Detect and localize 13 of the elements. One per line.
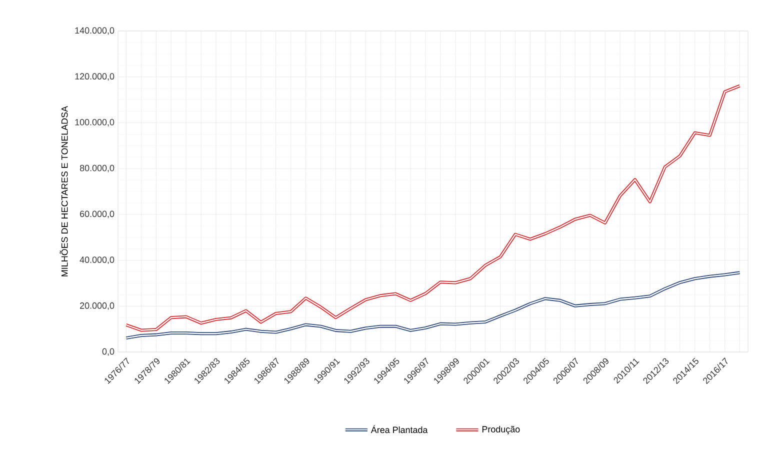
legend-label: Produção (482, 426, 520, 434)
legend-label: Área Plantada (370, 425, 428, 434)
y-tick-label: 20.000,0 (80, 302, 114, 310)
y-tick-label: 120.000,0 (75, 73, 114, 81)
y-tick-label: 60.000,0 (80, 210, 114, 218)
y-tick-label: 140.000,0 (75, 27, 114, 35)
y-axis-title: MILHÕES DE HECTARES E TONELADSA (60, 106, 68, 276)
y-tick-label: 0,0 (102, 348, 114, 356)
line-series (124, 271, 742, 340)
y-tick-label: 100.000,0 (75, 119, 114, 126)
y-tick-label: 80.000,0 (80, 164, 114, 172)
line-series (124, 84, 742, 332)
y-tick-label: 40.000,0 (80, 256, 114, 264)
